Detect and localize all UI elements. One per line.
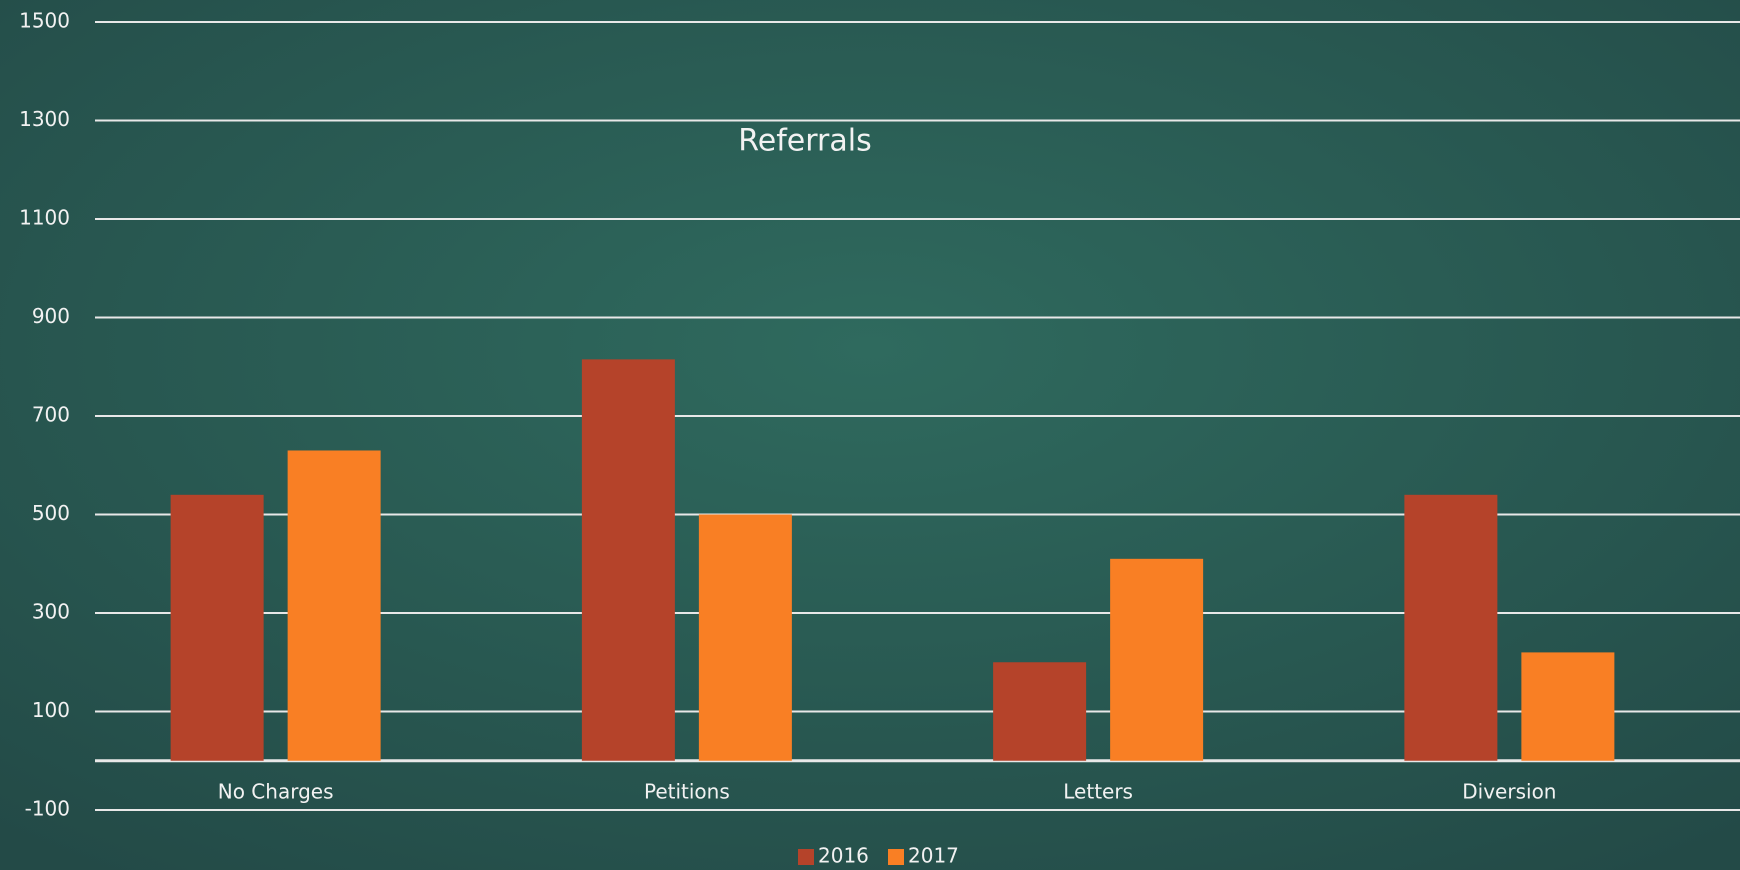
y-tick-label: -100 <box>25 797 70 821</box>
bar <box>993 662 1087 761</box>
chart-title: Referrals <box>738 124 871 159</box>
legend-label: 2017 <box>908 844 959 868</box>
bar <box>1404 494 1498 761</box>
y-tick-label: 100 <box>32 698 70 722</box>
legend-swatch <box>888 849 904 865</box>
y-tick-label: 1500 <box>19 9 70 33</box>
bar <box>1521 652 1615 761</box>
y-tick-label: 1300 <box>19 107 70 131</box>
bar <box>170 494 264 761</box>
y-tick-label: 1100 <box>19 206 70 230</box>
bar <box>581 359 675 761</box>
x-tick-label: No Charges <box>218 780 334 804</box>
y-tick-label: 500 <box>32 501 70 525</box>
x-tick-label: Petitions <box>644 780 730 804</box>
x-tick-label: Letters <box>1063 780 1133 804</box>
bar <box>287 450 381 761</box>
bar <box>1110 558 1204 761</box>
y-tick-label: 900 <box>32 304 70 328</box>
bar <box>698 514 792 761</box>
legend-label: 2016 <box>818 844 869 868</box>
y-tick-label: 700 <box>32 403 70 427</box>
y-tick-label: 300 <box>32 600 70 624</box>
legend-swatch <box>798 849 814 865</box>
x-tick-label: Diversion <box>1462 780 1556 804</box>
